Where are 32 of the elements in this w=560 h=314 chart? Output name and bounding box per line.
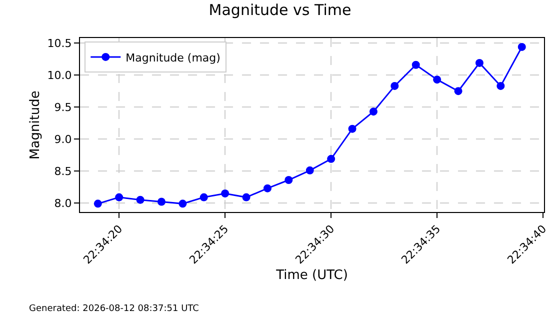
point xyxy=(157,198,166,206)
point xyxy=(454,87,462,96)
point xyxy=(412,60,420,69)
point xyxy=(263,184,272,192)
point xyxy=(200,193,208,202)
point xyxy=(348,124,356,133)
y-tick-label: 10.5 xyxy=(47,36,72,50)
point xyxy=(433,76,442,84)
point xyxy=(369,108,378,116)
y-tick-label: 8.5 xyxy=(54,164,72,178)
y-axis-title: Magnitude xyxy=(28,90,44,160)
point xyxy=(475,58,484,67)
point xyxy=(221,189,230,198)
chart-title: Magnitude vs Time xyxy=(208,1,352,20)
point xyxy=(306,166,314,174)
x-axis-title: Time (UTC) xyxy=(275,268,348,284)
y-tick-label: 9.5 xyxy=(54,100,72,114)
point xyxy=(284,176,293,184)
point xyxy=(518,42,526,51)
point xyxy=(390,82,399,90)
y-tick-label: 8.0 xyxy=(54,196,72,210)
point xyxy=(242,193,250,202)
y-tick-label: 10.0 xyxy=(47,68,72,82)
point xyxy=(327,154,336,163)
y-tick-label: 9.0 xyxy=(54,132,72,146)
point xyxy=(115,193,124,202)
point xyxy=(94,200,102,208)
point xyxy=(136,196,144,204)
legend-label: Magnitude (mag) xyxy=(126,51,220,64)
point xyxy=(496,82,505,90)
point xyxy=(178,200,187,208)
text: Generated: 2026-08-12 08:37:51 UTC xyxy=(29,304,199,314)
